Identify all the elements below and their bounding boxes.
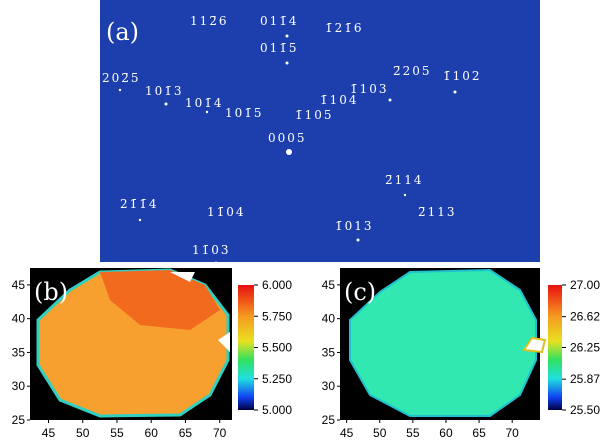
x-tick-label: 50 <box>76 426 90 440</box>
spot-index: 1̄105 <box>295 108 334 122</box>
y-tick-label: 35 <box>322 345 336 359</box>
spot-index: 0005 <box>268 131 307 145</box>
panel-label: (c) <box>344 278 376 306</box>
spot-index: 11̄04 <box>207 205 246 219</box>
x-tick-label: 55 <box>406 426 420 440</box>
colorbar-tick-label: 25.50 <box>570 403 600 417</box>
x-tick-label: 60 <box>145 426 159 440</box>
x-tick-label: 65 <box>179 426 193 440</box>
colorbar-tick-label: 27.00 <box>570 278 600 292</box>
spot-index: 1̄102 <box>443 69 482 83</box>
y-tick-label: 30 <box>322 379 336 393</box>
spot-index: 2̄114 <box>385 173 424 187</box>
x-tick-label: 50 <box>373 426 387 440</box>
colorbar-tick-label: 26.62 <box>570 310 600 324</box>
colorbar-tick-label: 26.25 <box>570 341 600 355</box>
panel-label: (a) <box>106 18 139 46</box>
x-tick-label: 55 <box>110 426 124 440</box>
spot-index: 2̄113 <box>418 205 457 219</box>
colorbar-tick-label: 25.87 <box>570 372 600 386</box>
spot-index: 1̄013 <box>335 219 374 233</box>
colorbar-tick-label: 5.500 <box>262 341 292 355</box>
spot-index: 202̄5 <box>102 71 141 85</box>
spot-index: 1̄21̄6 <box>325 21 364 35</box>
panel-label: (b) <box>34 278 68 306</box>
spot-index: 011̄5 <box>260 41 299 55</box>
y-tick-label: 35 <box>12 345 26 359</box>
x-tick-label: 60 <box>439 426 453 440</box>
x-tick-label: 70 <box>213 426 227 440</box>
spot-index: 011̄4 <box>260 14 299 28</box>
figure: (a) (b) (c) 112̄6 011̄4 1̄21̄6 011̄5 202̄5 10… <box>0 0 616 445</box>
x-tick-label: 45 <box>42 426 56 440</box>
colorbar-tick-label: 5.000 <box>262 403 292 417</box>
diffraction-pattern <box>100 0 540 262</box>
y-tick-label: 45 <box>322 278 336 292</box>
spot-index: 21̄1̄4 <box>120 197 159 211</box>
y-tick-label: 25 <box>322 413 336 427</box>
x-tick-label: 70 <box>506 426 520 440</box>
y-tick-label: 40 <box>322 312 336 326</box>
spot-index: 1̄103 <box>350 82 389 96</box>
colorbar-tick-label: 5.250 <box>262 372 292 386</box>
x-tick-label: 65 <box>472 426 486 440</box>
x-tick-label: 45 <box>340 426 354 440</box>
spot-index: 11̄03 <box>192 243 231 257</box>
y-tick-label: 40 <box>12 312 26 326</box>
colorbar-tick-label: 5.750 <box>262 309 292 323</box>
colorbar-c <box>548 285 562 410</box>
spot-index: 101̄3 <box>145 84 184 98</box>
y-tick-label: 25 <box>12 413 26 427</box>
colorbar-b <box>238 285 254 410</box>
spot-index: 101̄4 <box>185 96 224 110</box>
spot-index: 112̄6 <box>190 14 229 28</box>
spot-index: 101̄5 <box>225 106 264 120</box>
spot-index: 2̄205 <box>393 64 432 78</box>
y-tick-label: 45 <box>12 278 26 292</box>
colorbar-tick-label: 6.000 <box>262 278 292 292</box>
y-tick-label: 30 <box>12 379 26 393</box>
